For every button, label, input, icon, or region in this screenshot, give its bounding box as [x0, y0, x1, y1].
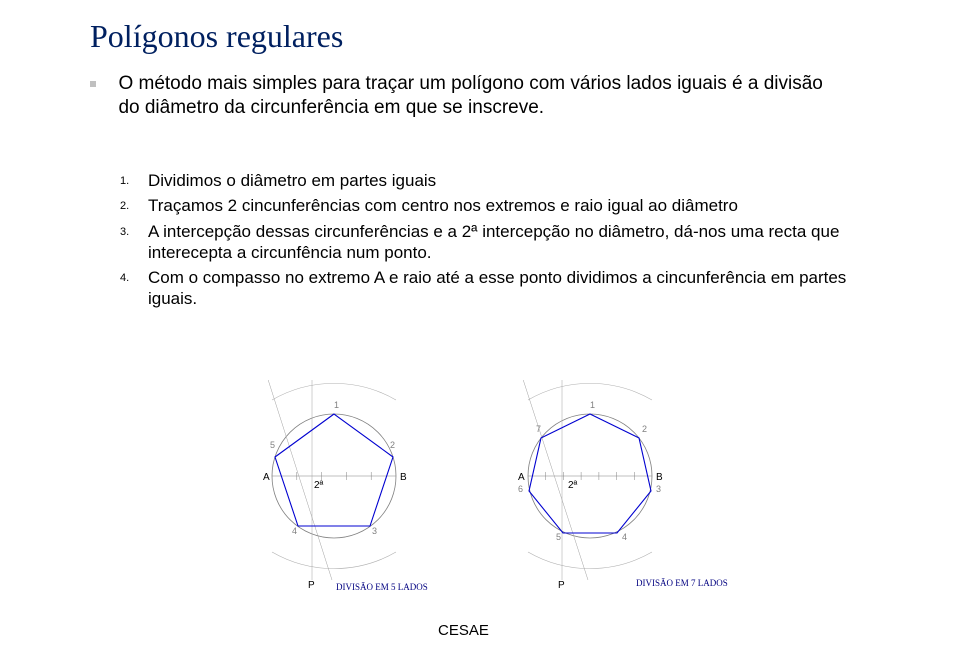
list-item: 3. A intercepção dessas circunferências …: [120, 221, 880, 264]
vertex-num: 1: [590, 400, 595, 410]
vertex-num: 1: [334, 400, 339, 410]
aux-line: [520, 380, 588, 580]
label-p: P: [558, 580, 565, 591]
page-title: Polígonos regulares: [90, 18, 343, 55]
arc: [272, 383, 396, 400]
vertex-num: 3: [372, 526, 377, 536]
vertex-num: 2: [642, 424, 647, 434]
vertex-num: 6: [518, 484, 523, 494]
intro-text: O método mais simples para traçar um pol…: [118, 72, 848, 120]
list-item: 4. Com o compasso no extremo A e raio at…: [120, 267, 880, 310]
label-b: B: [400, 472, 407, 483]
arc: [528, 552, 652, 569]
list-item: 2. Traçamos 2 cincunferências com centro…: [120, 195, 880, 216]
label-a: A: [263, 472, 270, 483]
heptagon-diagram: A B 2ª P 1 2 3 4 5 6 7 DIVISÃO EM 7 LADO…: [518, 380, 728, 591]
vertex-num: 4: [622, 532, 627, 542]
list-text: Dividimos o diâmetro em partes iguais: [148, 170, 436, 191]
pentagon-diagram: A B 2ª P 1 2 3 4 5 DIVISÃO EM 5 LADOS: [263, 380, 428, 592]
diagrams-svg: A B 2ª P 1 2 3 4 5 DIVISÃO EM 5 LADOS A …: [190, 380, 790, 620]
arc: [272, 552, 396, 569]
list-number: 2.: [120, 195, 148, 216]
diagram-caption: DIVISÃO EM 5 LADOS: [336, 582, 428, 592]
vertex-num: 3: [656, 484, 661, 494]
label-second: 2ª: [568, 480, 578, 491]
vertex-num: 5: [270, 440, 275, 450]
vertex-num: 5: [556, 532, 561, 542]
list-text: Traçamos 2 cincunferências com centro no…: [148, 195, 738, 216]
list-number: 4.: [120, 267, 148, 310]
vertex-num: 7: [536, 424, 541, 434]
pentagon: [275, 414, 393, 526]
list-text: Com o compasso no extremo A e raio até a…: [148, 267, 880, 310]
label-p: P: [308, 580, 315, 591]
steps-list: 1. Dividimos o diâmetro em partes iguais…: [120, 170, 880, 314]
bullet-icon: [90, 81, 96, 87]
list-item: 1. Dividimos o diâmetro em partes iguais: [120, 170, 880, 191]
list-text: A intercepção dessas circunferências e a…: [148, 221, 880, 264]
diagram-caption: DIVISÃO EM 7 LADOS: [636, 578, 728, 588]
intro-block: O método mais simples para traçar um pol…: [90, 72, 870, 120]
arc: [528, 383, 652, 400]
footer-label: CESAE: [438, 622, 489, 639]
vertex-num: 4: [292, 526, 297, 536]
list-number: 1.: [120, 170, 148, 191]
label-b: B: [656, 472, 663, 483]
label-a: A: [518, 472, 525, 483]
heptagon: [529, 414, 651, 533]
list-number: 3.: [120, 221, 148, 264]
vertex-num: 2: [390, 440, 395, 450]
label-second: 2ª: [314, 480, 324, 491]
